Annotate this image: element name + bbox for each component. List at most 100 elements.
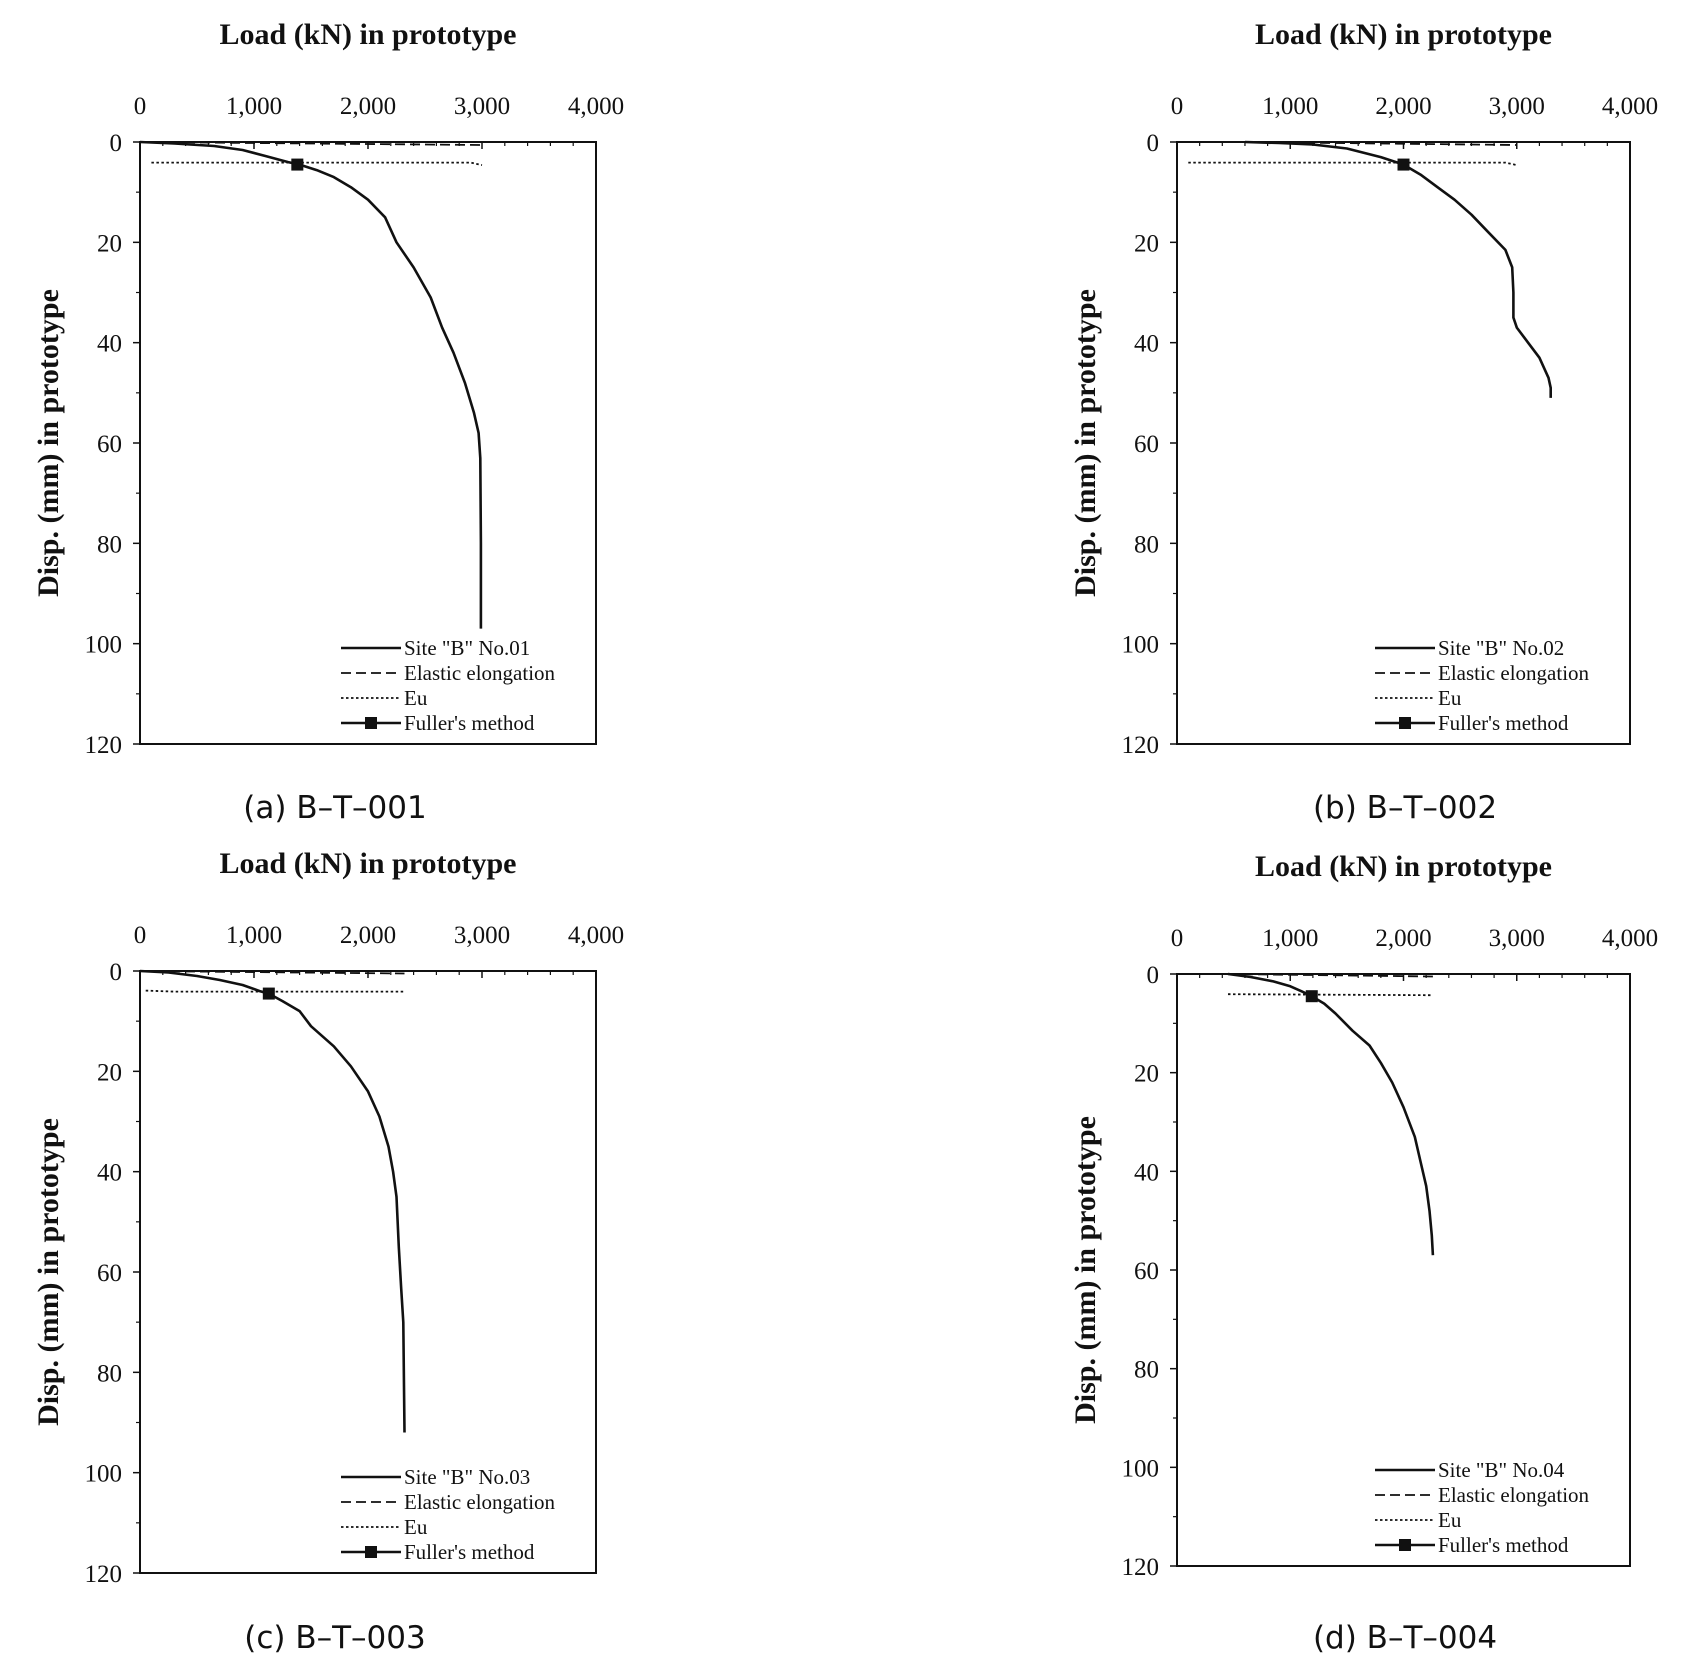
y-tick-label: 120 <box>1122 1554 1160 1581</box>
y-tick-label: 80 <box>97 531 122 558</box>
elastic-elongation-line <box>1244 141 1517 146</box>
y-axis-label: Disp. (mm) in prototype <box>32 289 65 597</box>
legend-label: Eu <box>1438 1508 1462 1532</box>
x-tick-label: 3,000 <box>1489 93 1545 120</box>
y-tick-label: 120 <box>85 732 123 759</box>
chart-3: Load (kN) in prototype 0 1,000 2,000 3,000 4,… <box>32 847 624 1656</box>
x-tick-label: 0 <box>134 922 147 949</box>
x-tick-label: 1,000 <box>1262 925 1318 952</box>
x-tick-label: 0 <box>134 93 147 120</box>
legend-label: Site "B" No.01 <box>404 636 530 660</box>
x-tick-label: 0 <box>1171 925 1184 952</box>
y-tick-label: 0 <box>1147 130 1160 157</box>
y-tick-label: 120 <box>85 1561 123 1588</box>
legend-label: Site "B" No.02 <box>1438 636 1564 660</box>
y-tick-label: 0 <box>1147 962 1160 989</box>
y-tick-label: 60 <box>1134 1258 1159 1285</box>
y-axis-label: Disp. (mm) in prototype <box>1069 1116 1102 1424</box>
y-tick-label: 40 <box>1134 331 1159 358</box>
chart-title: Load (kN) in prototype <box>1255 850 1552 883</box>
eu-line <box>1227 993 1433 997</box>
y-tick-label: 20 <box>1134 1061 1159 1088</box>
y-axis-label: Disp. (mm) in prototype <box>32 1118 65 1426</box>
y-tick-label: 100 <box>85 632 123 659</box>
x-tick-label: 2,000 <box>340 922 396 949</box>
chart-caption: (b) B–T–002 <box>1313 790 1497 826</box>
elastic-elongation-line <box>139 141 483 146</box>
x-tick-label: 2,000 <box>1375 925 1431 952</box>
fuller-point-marker <box>1397 158 1410 171</box>
load-displacement-line <box>139 140 483 629</box>
y-tick-label: 80 <box>1134 531 1159 558</box>
legend-label: Eu <box>404 1515 428 1539</box>
x-tick-label: 4,000 <box>568 93 624 120</box>
chart-2: Load (kN) in prototype 0 1,000 2,000 3,000 4,… <box>1069 18 1658 826</box>
y-tick-label: 120 <box>1122 732 1160 759</box>
load-displacement-line <box>139 969 406 1433</box>
chart-title: Load (kN) in prototype <box>1255 18 1552 51</box>
fuller-point-marker <box>291 158 304 171</box>
x-tick-label: 3,000 <box>454 93 510 120</box>
y-tick-label: 40 <box>97 331 122 358</box>
load-displacement-line <box>1244 140 1552 398</box>
legend-label: Fuller's method <box>404 711 535 735</box>
x-tick-label: 4,000 <box>1602 925 1658 952</box>
legend-marker <box>1399 717 1411 729</box>
y-tick-label: 0 <box>110 130 123 157</box>
legend-marker <box>365 717 377 729</box>
eu-line <box>145 989 405 993</box>
chart-title: Load (kN) in prototype <box>220 847 517 880</box>
chart-title: Load (kN) in prototype <box>220 18 517 51</box>
x-tick-label: 2,000 <box>1375 93 1431 120</box>
y-axis-label: Disp. (mm) in prototype <box>1069 289 1102 597</box>
x-tick-label: 1,000 <box>226 93 282 120</box>
y-tick-label: 20 <box>97 1059 122 1086</box>
legend-label: Elastic elongation <box>1438 1483 1590 1507</box>
legend-label: Elastic elongation <box>404 661 556 685</box>
x-tick-label: 2,000 <box>340 93 396 120</box>
chart-1: Load (kN) in prototype 0 1,000 2,000 3,000 4,… <box>32 18 624 826</box>
eu-line <box>1188 161 1517 166</box>
x-tick-label: 3,000 <box>1489 925 1545 952</box>
elastic-elongation-line <box>1227 973 1433 978</box>
y-tick-label: 60 <box>1134 431 1159 458</box>
x-tick-label: 1,000 <box>1262 93 1318 120</box>
legend-marker <box>1399 1539 1411 1551</box>
legend-marker <box>365 1546 377 1558</box>
fuller-point-marker <box>262 987 275 1000</box>
y-tick-label: 60 <box>97 1260 122 1287</box>
y-tick-label: 40 <box>1134 1159 1159 1186</box>
legend-label: Eu <box>1438 686 1462 710</box>
legend-label: Site "B" No.03 <box>404 1465 530 1489</box>
y-tick-label: 60 <box>97 431 122 458</box>
load-displacement-line <box>1227 972 1435 1256</box>
legend-label: Fuller's method <box>404 1540 535 1564</box>
x-tick-label: 4,000 <box>1602 93 1658 120</box>
y-tick-label: 80 <box>1134 1357 1159 1384</box>
chart-caption: (c) B–T–003 <box>244 1620 425 1656</box>
y-tick-label: 80 <box>97 1360 122 1387</box>
legend-label: Eu <box>404 686 428 710</box>
y-tick-label: 20 <box>1134 230 1159 257</box>
y-tick-label: 20 <box>97 230 122 257</box>
x-tick-label: 3,000 <box>454 922 510 949</box>
y-tick-label: 100 <box>85 1461 123 1488</box>
x-tick-label: 1,000 <box>226 922 282 949</box>
legend-label: Elastic elongation <box>1438 661 1590 685</box>
chart-4: Load (kN) in prototype 0 1,000 2,000 3,000 4,… <box>1069 850 1658 1656</box>
chart-caption: (a) B–T–001 <box>243 790 426 826</box>
legend-label: Elastic elongation <box>404 1490 556 1514</box>
eu-line <box>151 161 483 166</box>
y-tick-label: 0 <box>110 959 123 986</box>
fuller-point-marker <box>1305 990 1318 1003</box>
legend-label: Site "B" No.04 <box>1438 1458 1565 1482</box>
chart-caption: (d) B–T–004 <box>1313 1620 1497 1656</box>
y-tick-label: 100 <box>1122 632 1160 659</box>
legend-label: Fuller's method <box>1438 711 1569 735</box>
legend-label: Fuller's method <box>1438 1533 1569 1557</box>
y-tick-label: 40 <box>97 1160 122 1187</box>
y-tick-label: 100 <box>1122 1455 1160 1482</box>
x-tick-label: 4,000 <box>568 922 624 949</box>
x-tick-label: 0 <box>1171 93 1184 120</box>
